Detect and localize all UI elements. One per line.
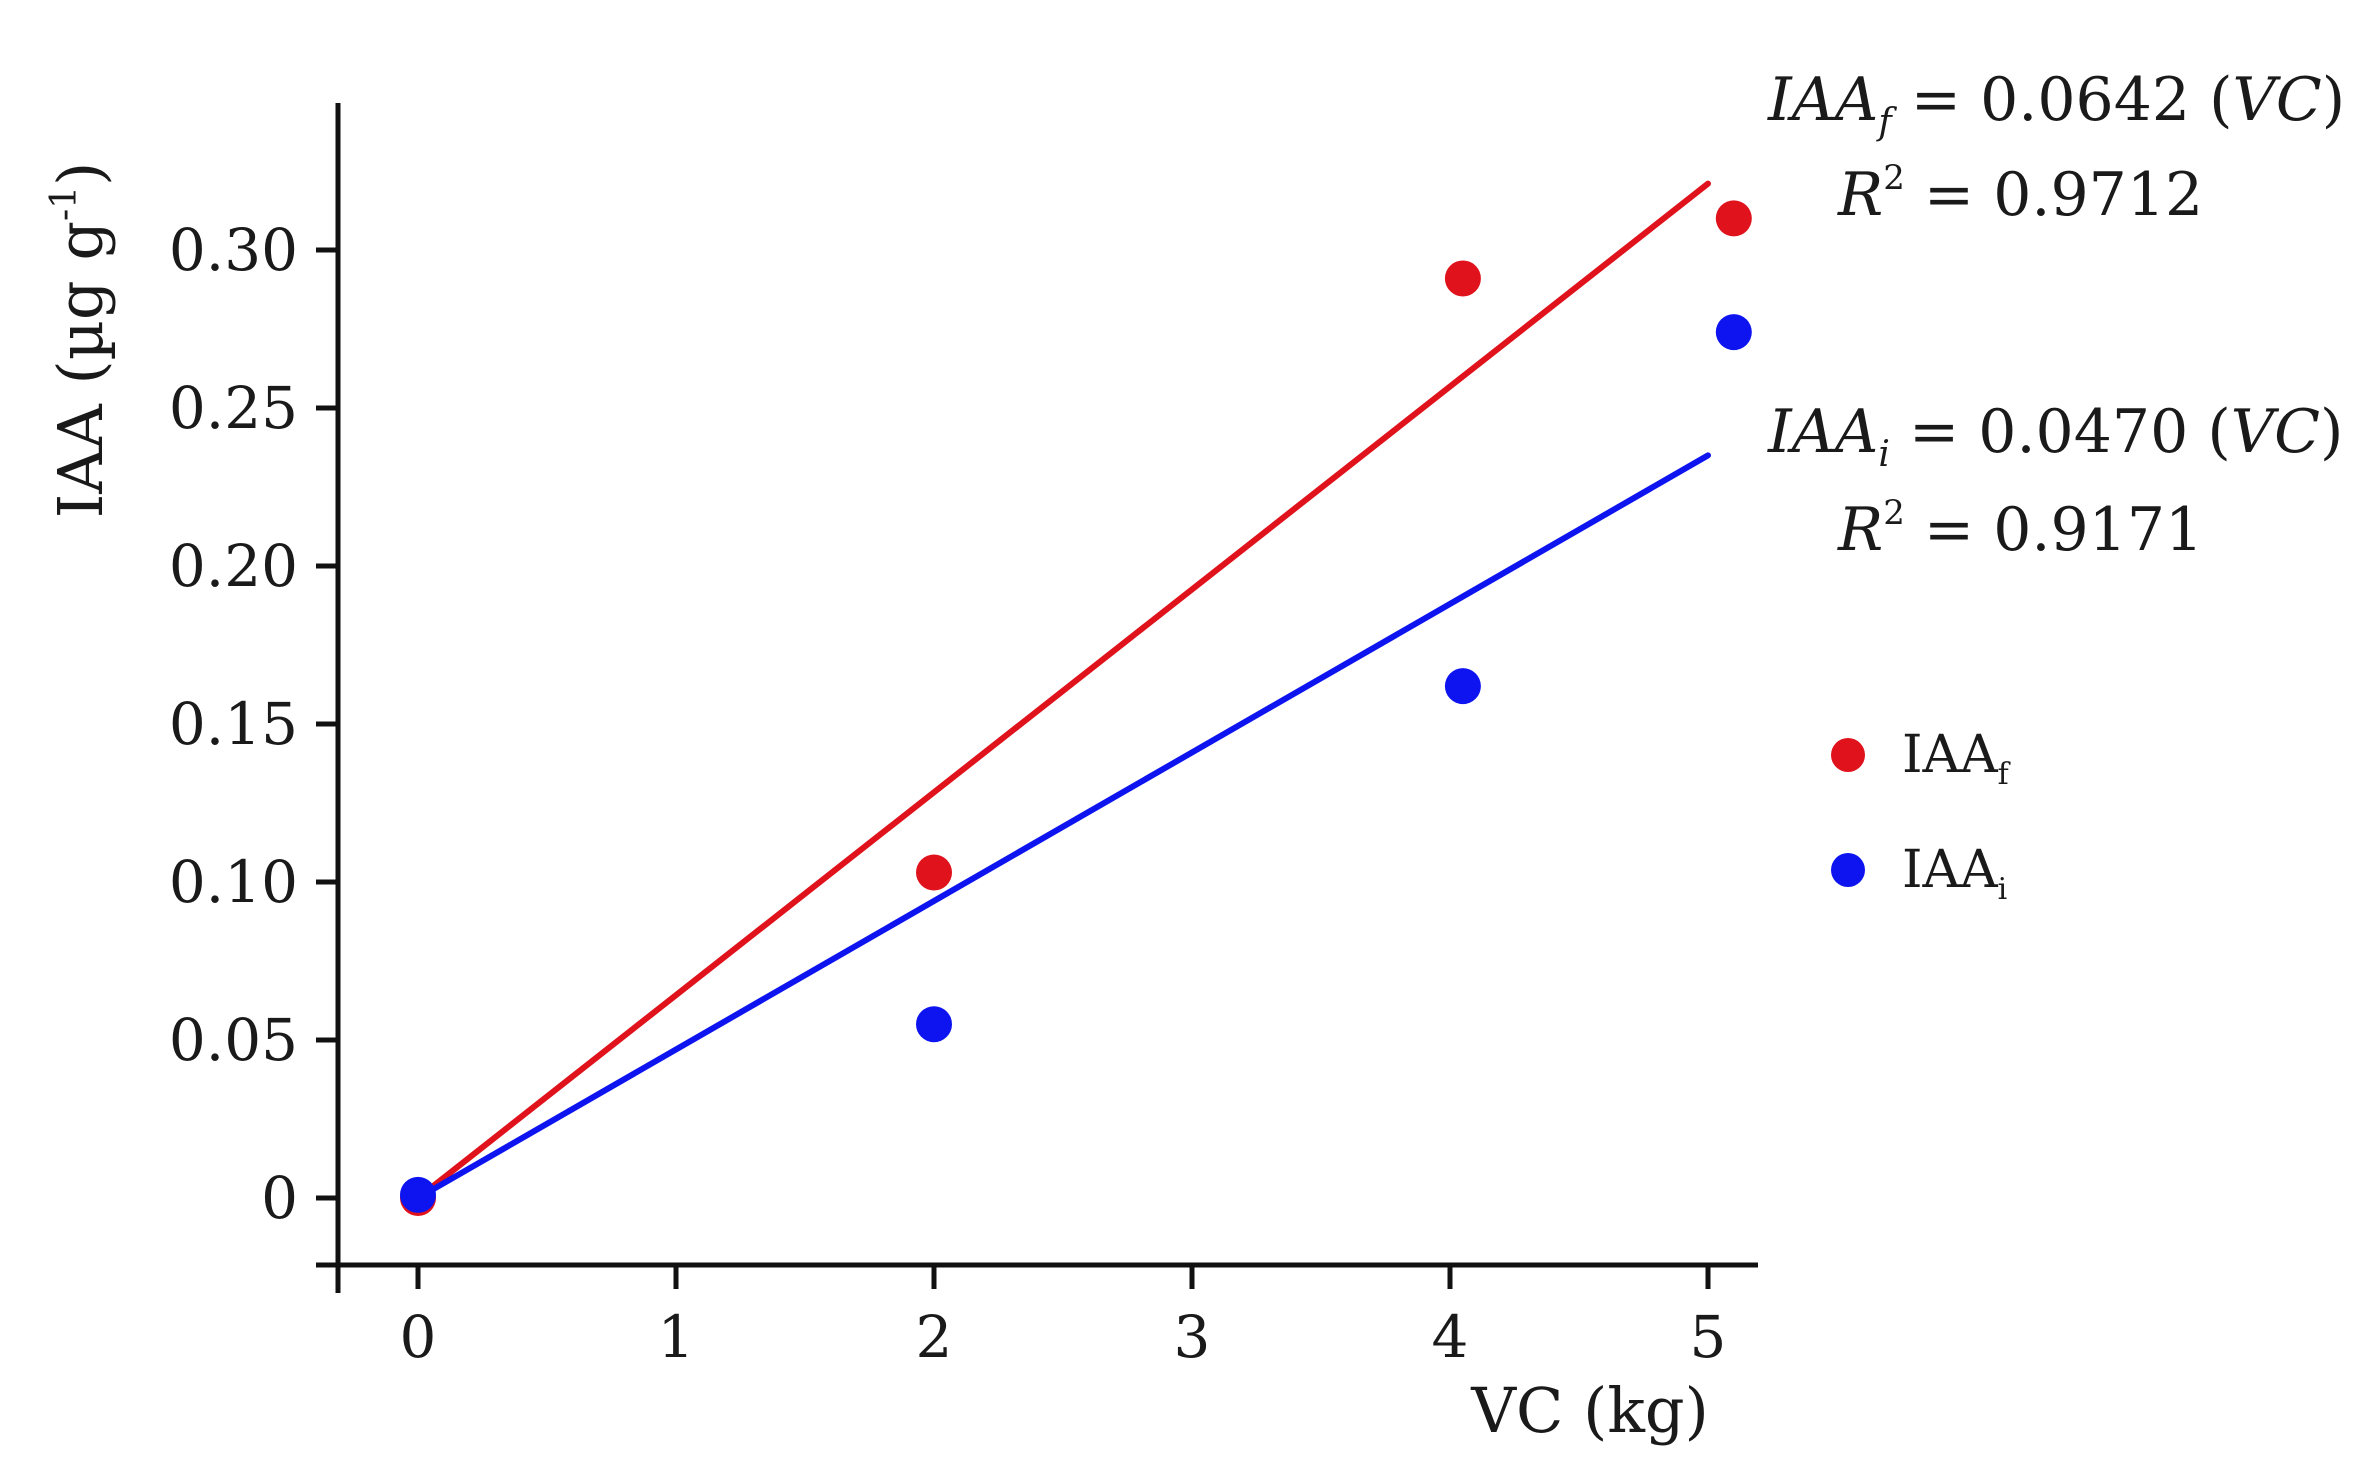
y-tick-label: 0.15 xyxy=(169,690,298,758)
point-iaai xyxy=(400,1176,436,1213)
legend-item-iaaf: IAAf xyxy=(1831,725,2011,792)
x-tick-label: 4 xyxy=(1432,1303,1469,1371)
point-iaaf xyxy=(916,854,952,891)
x-axis-title: VC (kg) xyxy=(1470,1374,1709,1447)
legend-marker-iaaf xyxy=(1831,738,1865,772)
y-tick-label: 0.30 xyxy=(169,216,298,284)
y-axis-title-main: IAA (µg g xyxy=(44,221,117,518)
r2-iaaf-sup: 2 xyxy=(1883,158,1905,198)
y-tick-label: 0.10 xyxy=(169,848,298,916)
r2-iaaf-label: R xyxy=(1837,160,1883,230)
fit-line-iaai xyxy=(427,452,1711,1194)
y-axis-title-sup: -1 xyxy=(44,186,85,221)
point-iaai xyxy=(1444,668,1481,705)
equation-iaai-var: VC xyxy=(2231,397,2320,467)
legend-marker-iaai xyxy=(1831,853,1865,887)
legend-item-iaai: IAAi xyxy=(1831,840,2007,907)
legend-label-iaai-name: IAA xyxy=(1902,840,1999,900)
y-axis-title: IAA (µg g-1) xyxy=(44,162,117,519)
legend-label-iaaf-name: IAA xyxy=(1902,725,1999,785)
equation-iaaf-close: ) xyxy=(2322,65,2345,135)
legend-label-iaai-sub: i xyxy=(1998,872,2008,907)
data-points xyxy=(400,200,1752,1216)
equation-iaai-rhs: = 0.0470 ( xyxy=(1890,397,2231,467)
point-iaai xyxy=(916,1006,952,1043)
equation-iaai-lhs: IAA xyxy=(1767,397,1878,467)
legend: IAAf IAAi xyxy=(1831,725,2011,907)
r2-iaai: R2 = 0.9171 xyxy=(1837,493,2203,565)
equation-iaai-lhs-sub: i xyxy=(1878,434,1890,475)
x-tick-label: 1 xyxy=(658,1303,695,1371)
legend-label-iaaf: IAAf xyxy=(1902,725,2011,792)
r2-iaai-value: = 0.9171 xyxy=(1905,495,2203,565)
x-tick-label: 3 xyxy=(1174,1303,1211,1371)
r2-iaaf: R2 = 0.9712 xyxy=(1837,158,2203,230)
fit-line-iaaf xyxy=(427,180,1711,1191)
equation-iaaf-var: VC xyxy=(2233,65,2322,135)
axes: 0 0.05 0.10 0.15 0.20 0.25 0.30 0 1 2 3 4 5 xyxy=(169,103,1758,1371)
y-axis-title-close: ) xyxy=(44,162,117,186)
y-tick-label: 0.05 xyxy=(169,1006,298,1074)
fit-lines xyxy=(427,180,1711,1194)
point-iaaf xyxy=(1444,260,1481,297)
legend-label-iaaf-sub: f xyxy=(1998,757,2011,792)
equation-iaaf-lhs: IAA xyxy=(1767,65,1878,135)
equation-iaaf: IAAf = 0.0642 (VC) xyxy=(1767,65,2345,143)
legend-label-iaai: IAAi xyxy=(1902,840,2007,907)
point-iaaf xyxy=(1715,200,1752,237)
equation-iaai: IAAi = 0.0470 (VC) xyxy=(1767,397,2343,475)
x-tick-label: 0 xyxy=(400,1303,437,1371)
y-tick-label: 0.25 xyxy=(169,374,298,442)
r2-iaai-sup: 2 xyxy=(1883,493,1905,533)
r2-iaai-label: R xyxy=(1837,495,1883,565)
x-tick-label: 2 xyxy=(916,1303,953,1371)
y-tick-label: 0 xyxy=(261,1164,298,1232)
equation-iaaf-rhs: = 0.0642 ( xyxy=(1892,65,2233,135)
point-iaai xyxy=(1715,314,1752,351)
equation-iaai-close: ) xyxy=(2320,397,2343,467)
y-tick-label: 0.20 xyxy=(169,532,298,600)
r2-iaaf-value: = 0.9712 xyxy=(1905,160,2203,230)
x-tick-label: 5 xyxy=(1690,1303,1727,1371)
